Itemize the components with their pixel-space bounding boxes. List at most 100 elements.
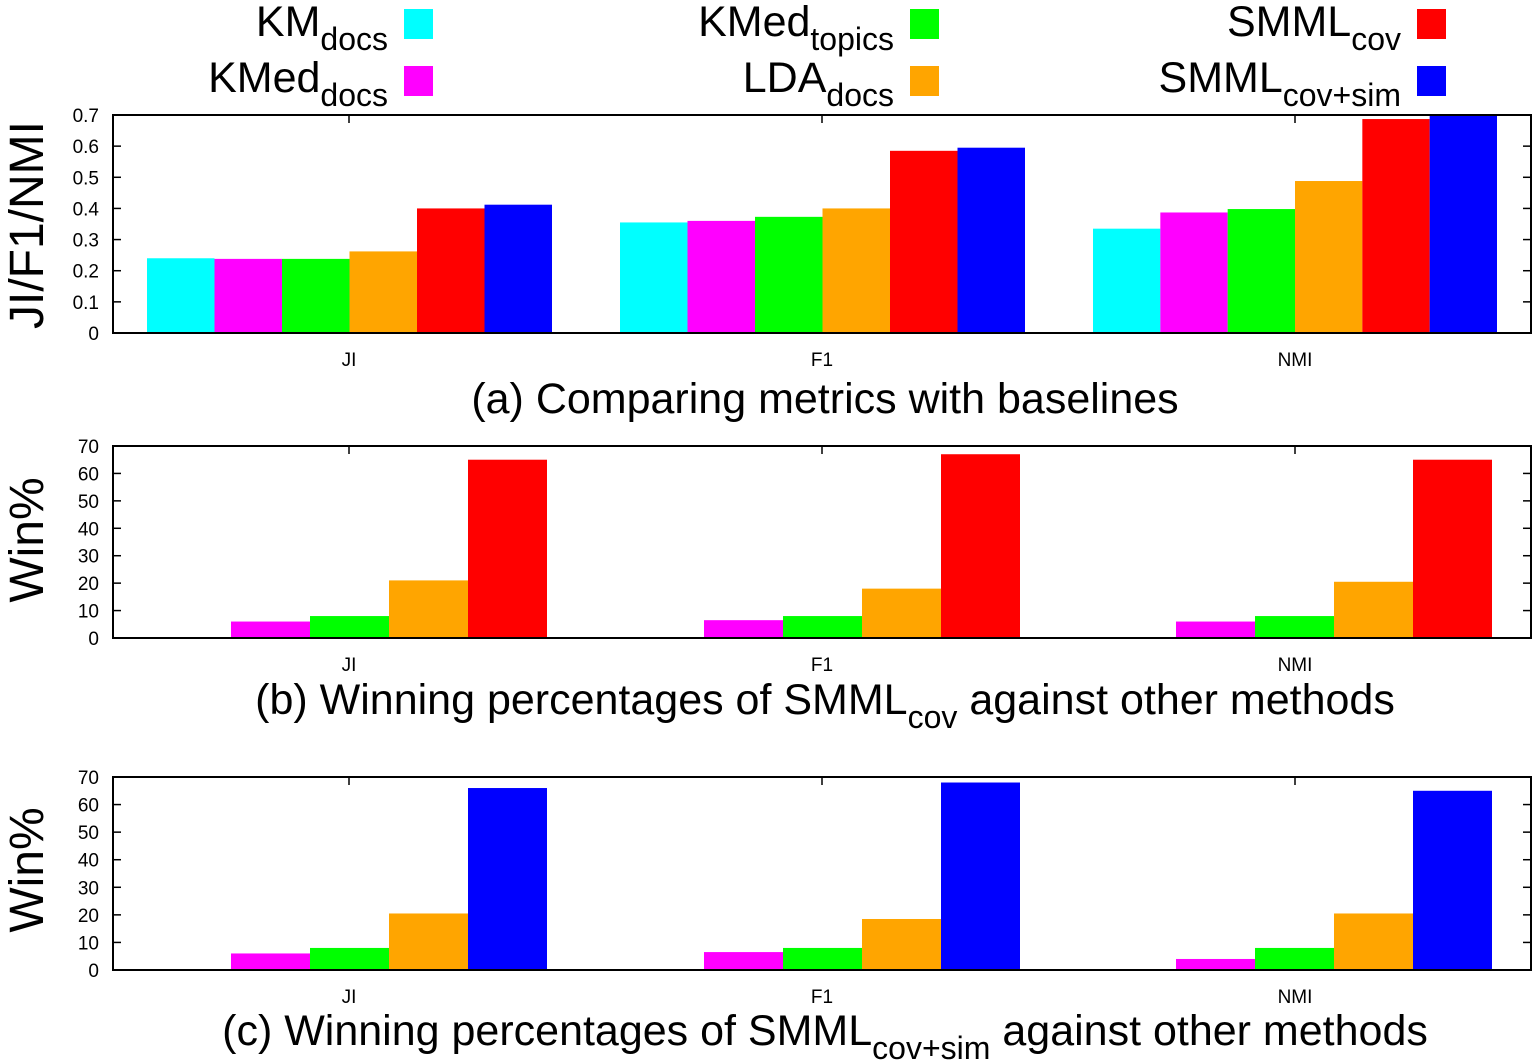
y-tick-label: 0.7 <box>73 106 99 127</box>
bar-kmeddocs-ji <box>231 621 310 638</box>
caption-text-end: against other methods <box>957 676 1394 724</box>
y-tick-label: 0.6 <box>73 137 99 158</box>
panel-caption: (c) Winning percentages of SMMLcov+sim a… <box>222 1007 1428 1062</box>
bar-kmeddocs-nmi <box>1176 958 1255 970</box>
bar-smmlcov-nmi <box>1362 119 1430 333</box>
bar-kmedtopics-nmi <box>1227 209 1295 333</box>
bar-kmedtopics-ji <box>310 616 389 638</box>
y-tick-label: 10 <box>78 602 99 623</box>
bar-kmedtopics-nmi <box>1255 616 1334 638</box>
y-tick-label: 0 <box>88 961 99 982</box>
y-tick-label: 10 <box>78 933 99 954</box>
bar-ldadocs-nmi <box>1295 181 1363 333</box>
bar-kmedtopics-f1 <box>783 947 862 970</box>
legend-label-base: KM <box>256 0 321 46</box>
bar-kmeddocs-nmi <box>1160 212 1228 333</box>
legend-entry-lda-docs: LDAdocs <box>743 54 939 113</box>
y-tick-label: 0.2 <box>73 262 99 283</box>
y-axis-label: Win% <box>1 807 54 932</box>
svg-text:SMMLcov+sim: SMMLcov+sim <box>1159 54 1401 113</box>
y-tick-label: 0 <box>88 324 99 345</box>
bar-kmeddocs-ji <box>231 953 310 970</box>
y-axis-label: JI/F1/NMI <box>1 121 54 329</box>
bar-smmlcov-sim-ji <box>468 788 547 970</box>
legend-label-sub: docs <box>826 77 894 113</box>
y-tick-label: 50 <box>78 492 99 513</box>
chart-panel-a: JI/F1/NMI (a) Comparing metrics with bas… <box>1 106 1532 423</box>
legend-swatch <box>1417 9 1446 39</box>
bar-smmlcov-sim-f1 <box>957 147 1025 333</box>
y-tick-label: 0 <box>88 629 99 650</box>
svg-text:KMdocs: KMdocs <box>256 0 388 57</box>
bar-ldadocs-ji <box>349 251 417 333</box>
legend-entry-kmed-topics: KMedtopics <box>698 0 939 57</box>
legend-entry-smml-cov: SMMLcov <box>1227 0 1446 57</box>
y-tick-label: 60 <box>78 796 99 817</box>
y-tick-label: 50 <box>78 823 99 844</box>
legend-label-base: KMed <box>208 54 320 102</box>
bar-smmlcov-sim-ji <box>484 204 552 333</box>
legend-entry-smml-cov-sim: SMMLcov+sim <box>1159 54 1446 113</box>
bar-ldadocs-f1 <box>822 208 890 333</box>
x-category-label: F1 <box>811 655 833 676</box>
legend-swatch <box>910 66 939 96</box>
legend-swatch <box>404 66 433 96</box>
y-tick-label: 60 <box>78 464 99 485</box>
bar-smmlcov-sim-f1 <box>941 782 1020 970</box>
x-category-label: F1 <box>811 350 833 371</box>
legend-label-sub: cov <box>1351 21 1401 57</box>
y-tick-label: 40 <box>78 851 99 872</box>
legend-label-base: KMed <box>698 0 810 46</box>
bar-kmeddocs-ji <box>214 258 282 333</box>
bar-kmedtopics-f1 <box>755 216 823 333</box>
legend-label-sub: cov+sim <box>1283 77 1401 113</box>
y-axis-label: Win% <box>1 477 54 602</box>
bar-kmedtopics-nmi <box>1255 947 1334 970</box>
bar-smmlcov-f1 <box>890 150 958 333</box>
panel-caption: (a) Comparing metrics with baselines <box>471 375 1178 423</box>
legend-swatch <box>1417 66 1446 96</box>
caption-subscript: cov <box>908 699 958 735</box>
bar-kmeddocs-f1 <box>704 952 783 970</box>
x-category-label: NMI <box>1278 987 1313 1008</box>
x-category-label: JI <box>342 350 357 371</box>
x-category-label: F1 <box>811 987 833 1008</box>
caption-text-end: against other methods <box>990 1007 1427 1055</box>
plot-frame <box>112 776 1532 971</box>
bar-kmeddocs-f1 <box>704 620 783 638</box>
bar-smmlcov-sim-nmi <box>1413 790 1492 970</box>
bar-ldadocs-ji <box>389 580 468 638</box>
legend-label-sub: docs <box>320 77 388 113</box>
legend-entry-kmed-docs: KMeddocs <box>208 54 433 113</box>
bar-kmdocs-nmi <box>1093 228 1161 333</box>
legend: KMdocs KMeddocs KMedtopics LDAdocs SMMLc… <box>208 0 1446 113</box>
bar-kmedtopics-ji <box>310 947 389 970</box>
bar-ldadocs-f1 <box>862 918 941 970</box>
bar-kmedtopics-ji <box>282 258 350 333</box>
caption-text: (b) Winning percentages of SMML <box>255 676 907 724</box>
bar-smmlcov-nmi <box>1413 459 1492 638</box>
bar-smmlcov-ji <box>468 459 547 638</box>
y-tick-label: 0.3 <box>73 231 99 252</box>
bar-kmdocs-ji <box>147 258 215 333</box>
legend-label-sub: topics <box>810 21 894 57</box>
bar-ldadocs-nmi <box>1334 913 1413 970</box>
svg-text:KMeddocs: KMeddocs <box>208 54 388 113</box>
y-tick-label: 20 <box>78 574 99 595</box>
legend-swatch <box>404 9 433 39</box>
y-tick-label: 0.5 <box>73 168 99 189</box>
bar-ldadocs-f1 <box>862 588 941 638</box>
x-category-label: NMI <box>1278 655 1313 676</box>
bar-kmdocs-f1 <box>620 222 688 333</box>
bar-ldadocs-nmi <box>1334 581 1413 638</box>
panel-caption: (b) Winning percentages of SMMLcov again… <box>255 676 1395 735</box>
bar-ldadocs-ji <box>389 913 468 970</box>
y-tick-label: 0.1 <box>73 293 99 314</box>
bar-kmeddocs-nmi <box>1176 621 1255 638</box>
caption-subscript: cov+sim <box>872 1030 990 1062</box>
bar-smmlcov-ji <box>417 208 485 333</box>
legend-swatch <box>910 9 939 39</box>
bar-smmlcov-sim-nmi <box>1429 115 1497 333</box>
legend-entry-km-docs: KMdocs <box>256 0 433 57</box>
